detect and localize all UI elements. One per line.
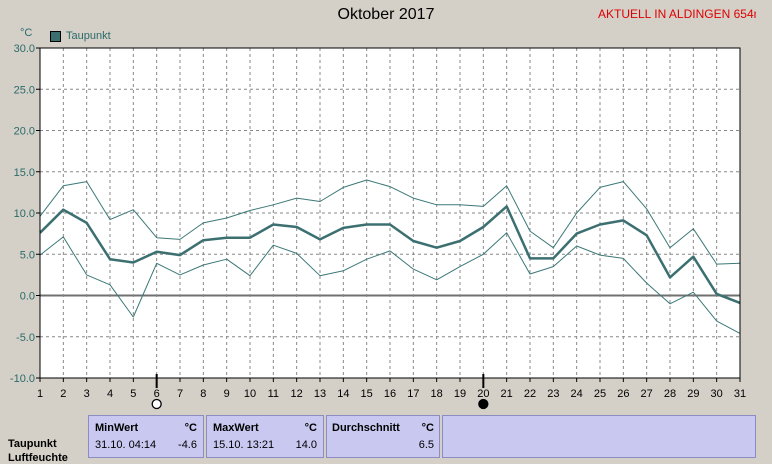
y-tick-label: -5.0 xyxy=(16,332,35,344)
max-value: 14.0 xyxy=(295,439,317,451)
legend-label: Taupunkt xyxy=(66,30,111,42)
right-edge-panel xyxy=(756,0,772,413)
x-tick-label: 9 xyxy=(224,388,230,400)
y-tick-label: 25.0 xyxy=(14,84,35,96)
x-tick-label: 18 xyxy=(431,388,443,400)
min-value: -4.6 xyxy=(178,439,197,451)
x-tick-label: 14 xyxy=(337,388,349,400)
x-tick-label: 10 xyxy=(244,388,256,400)
x-tick-label: 3 xyxy=(84,388,90,400)
y-tick-label: -10.0 xyxy=(10,373,35,385)
x-tick-label: 28 xyxy=(664,388,676,400)
x-tick-label: 6 xyxy=(154,388,160,400)
avg-panel: Durchschnitt °C 6.5 xyxy=(326,415,440,458)
x-tick-label: 15 xyxy=(361,388,373,400)
x-tick-label: 4 xyxy=(107,388,113,400)
x-tick-label: 13 xyxy=(314,388,326,400)
x-tick-label: 19 xyxy=(454,388,466,400)
stats-row-label: Taupunkt xyxy=(8,438,57,450)
station-label: AKTUELL IN ALDINGEN 654mNN xyxy=(598,7,772,21)
min-unit: °C xyxy=(184,422,197,434)
max-panel: MaxWert °C 15.10. 13:21 14.0 xyxy=(206,415,324,458)
avg-value: 6.5 xyxy=(418,439,434,451)
x-tick-label: 5 xyxy=(130,388,136,400)
x-tick-label: 16 xyxy=(384,388,396,400)
x-tick-label: 23 xyxy=(547,388,559,400)
full-moon-icon xyxy=(151,398,162,410)
avg-label: Durchschnitt xyxy=(332,422,400,434)
chart-title: Oktober 2017 xyxy=(337,6,435,23)
x-tick-label: 17 xyxy=(407,388,419,400)
y-tick-label: 15.0 xyxy=(14,167,35,179)
x-tick-label: 2 xyxy=(60,388,66,400)
min-label: MinWert xyxy=(95,422,139,434)
y-tick-label: 5.0 xyxy=(20,249,35,261)
stats-row2-label: Luftfeuchte xyxy=(8,452,68,464)
x-tick-label: 25 xyxy=(594,388,606,400)
y-tick-label: 30.0 xyxy=(14,43,35,55)
avg-unit: °C xyxy=(421,422,434,434)
x-tick-label: 27 xyxy=(641,388,653,400)
x-tick-label: 1 xyxy=(37,388,43,400)
y-tick-label: 10.0 xyxy=(14,208,35,220)
x-tick-label: 21 xyxy=(501,388,513,400)
legend: Taupunkt xyxy=(50,30,111,42)
max-unit: °C xyxy=(304,422,317,434)
y-tick-label: 0.0 xyxy=(20,291,35,303)
x-tick-label: 7 xyxy=(177,388,183,400)
extra-panel xyxy=(442,415,756,458)
series-line-min xyxy=(39,232,741,334)
x-tick-label: 31 xyxy=(734,388,746,400)
series-line-taupunkt xyxy=(39,205,741,305)
max-date: 15.10. 13:21 xyxy=(213,439,275,451)
x-tick-label: 24 xyxy=(571,388,583,400)
x-tick-label: 20 xyxy=(477,388,489,400)
x-tick-label: 29 xyxy=(687,388,699,400)
legend-swatch xyxy=(50,30,61,42)
series-line-max xyxy=(39,179,741,265)
chart-svg: 30.025.020.015.010.05.00.0-5.0-10.01 2 3 4 5… xyxy=(10,43,746,410)
min-date: 31.10. 04:14 xyxy=(95,439,157,451)
min-panel: MinWert °C 31.10. 04:14 -4.6 xyxy=(88,415,204,458)
x-tick-label: 30 xyxy=(711,388,723,400)
x-tick-label: 26 xyxy=(617,388,629,400)
stats-panel: Taupunkt Luftfeuchte MinWert °C 31.10. 0… xyxy=(0,413,772,464)
y-tick-label: 20.0 xyxy=(14,126,35,138)
y-axis-unit: °C xyxy=(20,27,33,39)
x-tick-label: 12 xyxy=(291,388,303,400)
x-tick-label: 11 xyxy=(268,388,279,400)
plot-border xyxy=(39,47,741,379)
max-label: MaxWert xyxy=(213,422,259,434)
x-tick-label: 22 xyxy=(524,388,536,400)
new-moon-icon xyxy=(478,398,489,410)
x-tick-label: 8 xyxy=(200,388,206,400)
